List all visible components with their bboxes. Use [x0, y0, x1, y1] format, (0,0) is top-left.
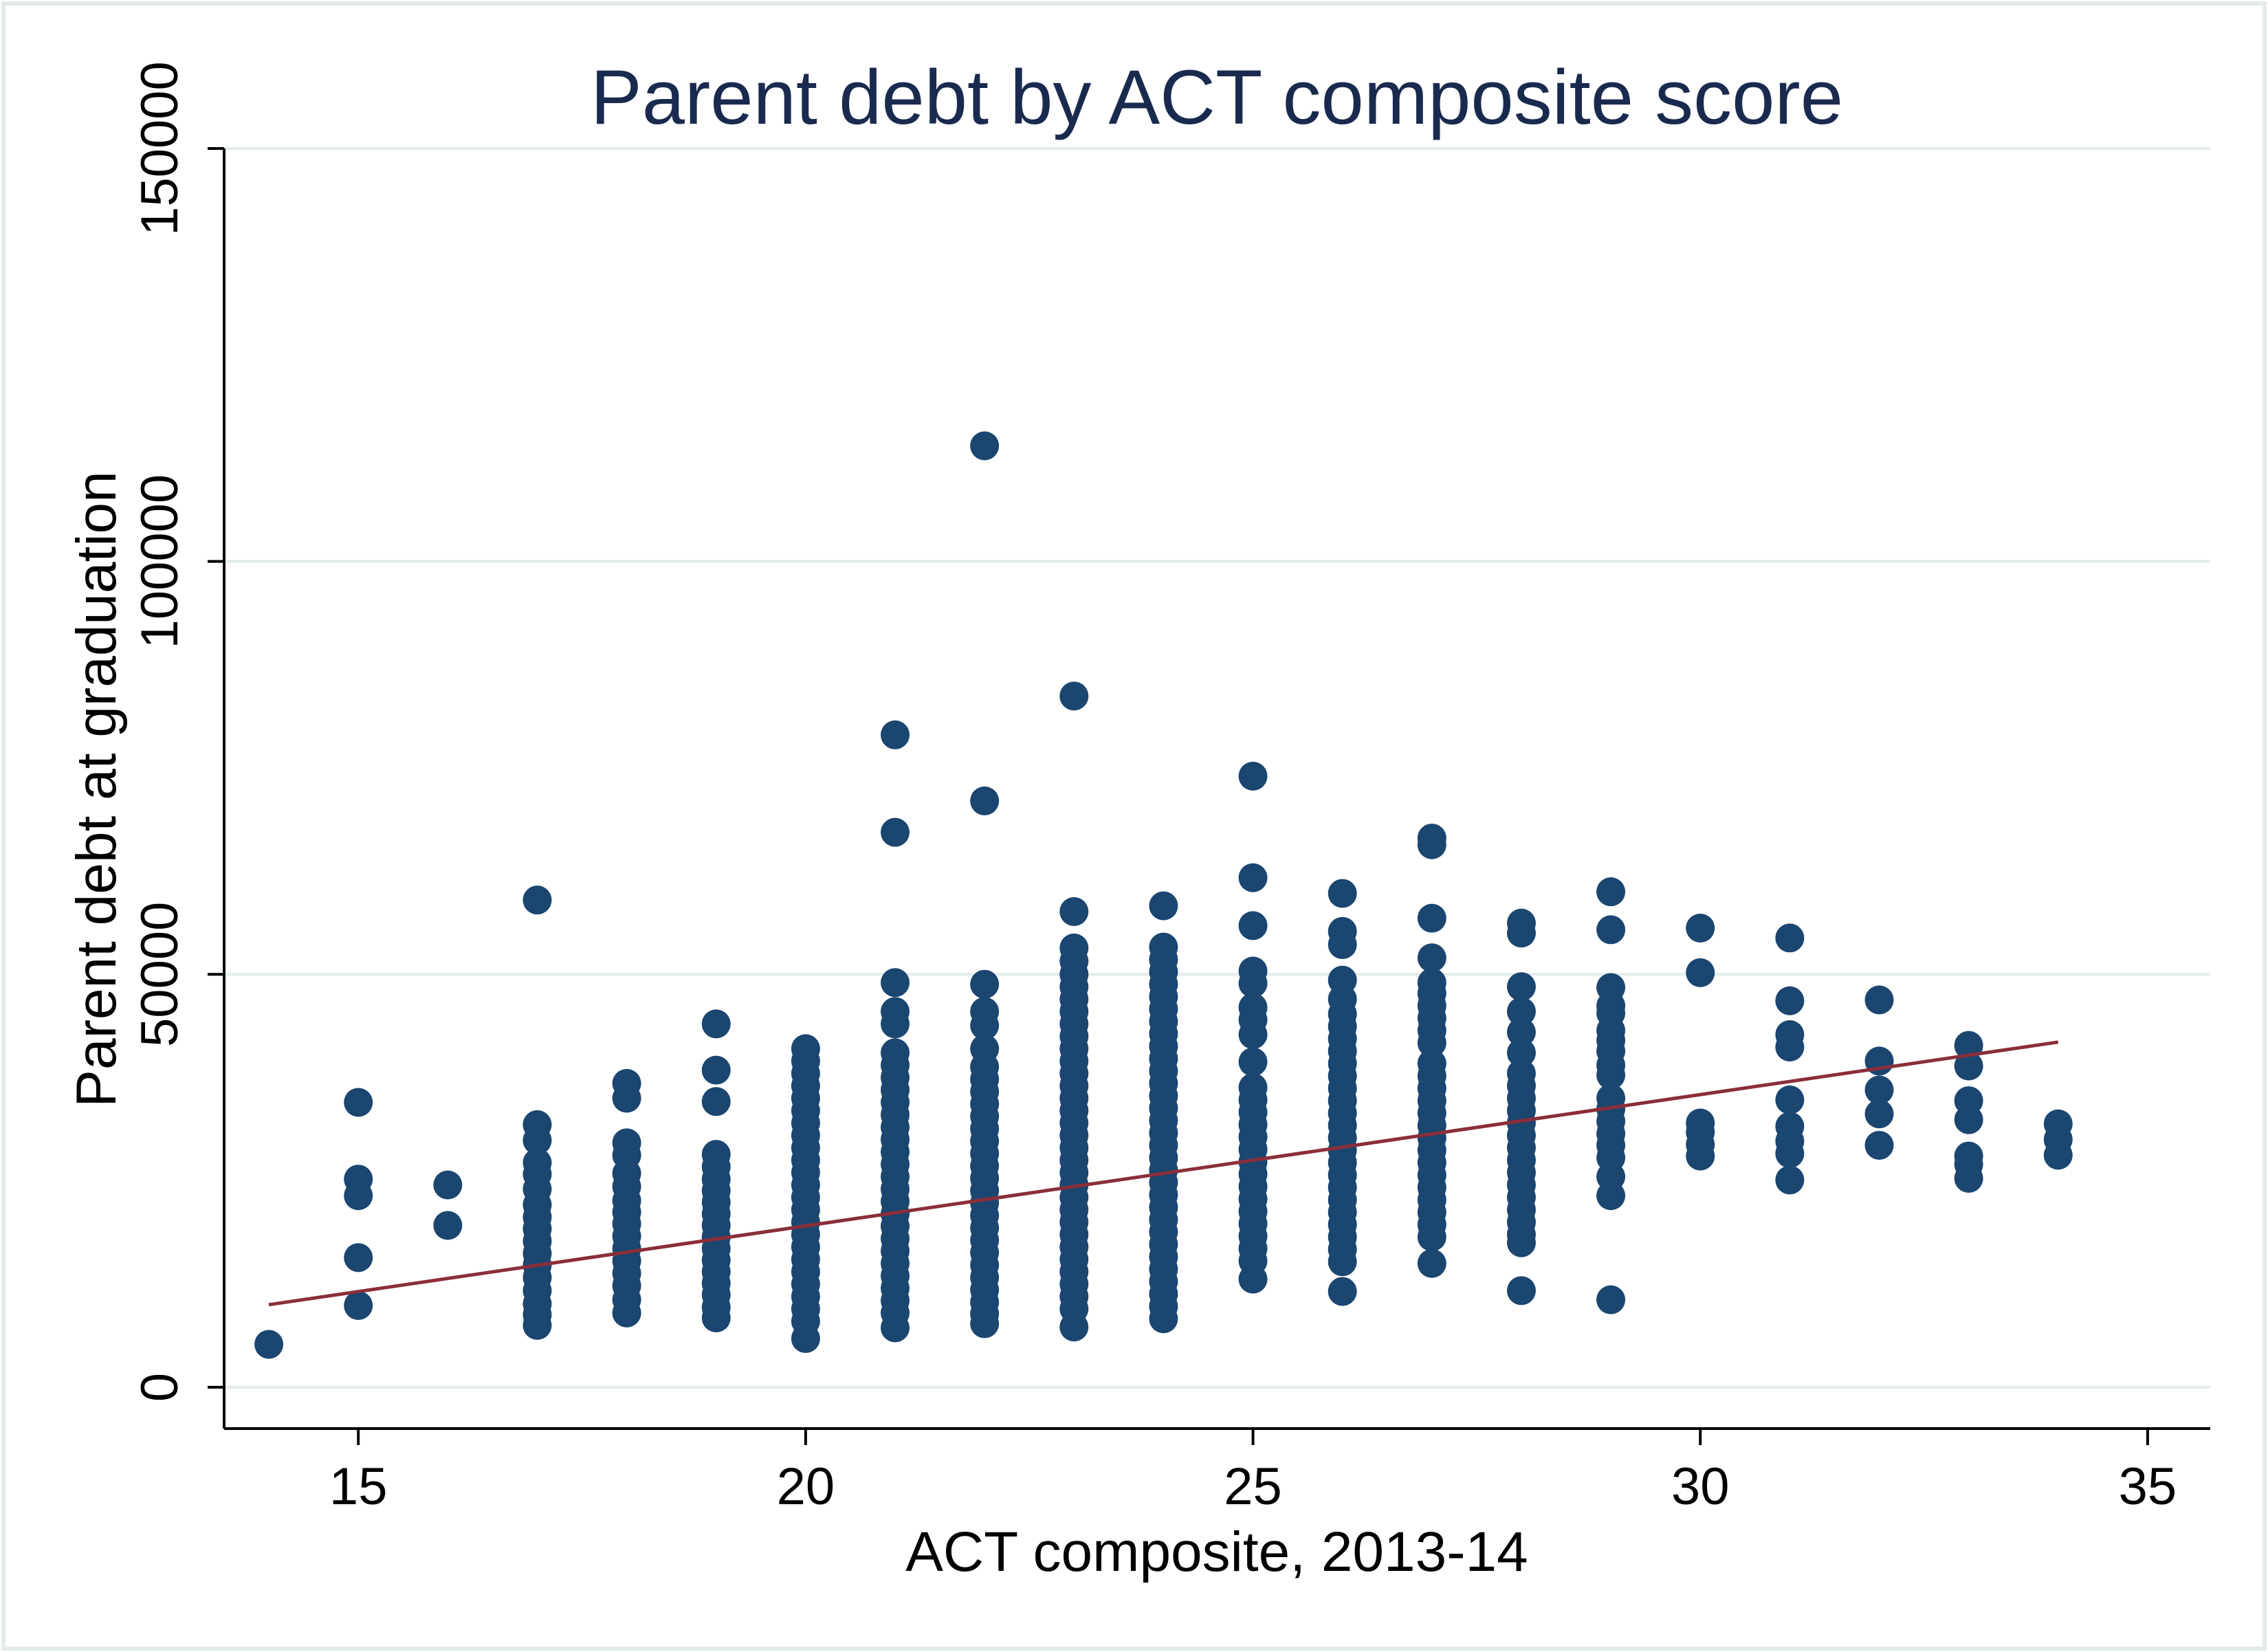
scatter-point	[881, 1313, 910, 1343]
scatter-point	[1328, 1277, 1357, 1306]
y-tick-label: 150000	[131, 61, 189, 236]
scatter-point	[1238, 969, 1268, 998]
scatter-point	[701, 1055, 731, 1085]
scatter-point	[1954, 1164, 1983, 1193]
scatter-point	[1506, 997, 1536, 1026]
x-ticks: 15 20 25 30 35	[329, 1429, 2177, 1516]
scatter-point	[433, 1211, 463, 1240]
scatter-point	[344, 1243, 373, 1273]
scatter-point	[522, 1125, 552, 1155]
scatter-point	[344, 1088, 373, 1117]
scatter-point	[612, 1083, 641, 1113]
scatter-point	[970, 1011, 1000, 1040]
scatter-point	[1506, 1276, 1536, 1306]
y-tick-label: 0	[131, 1373, 189, 1402]
scatter-point	[1864, 1130, 1894, 1160]
scatter-point	[881, 1009, 910, 1039]
scatter-point	[1954, 1051, 1983, 1081]
y-axis-label: Parent debt at graduation	[65, 471, 128, 1107]
y-tick-label: 50000	[131, 902, 189, 1047]
scatter-point	[1686, 1141, 1715, 1171]
scatter-point	[1417, 903, 1446, 933]
x-tick-label: 25	[1224, 1457, 1282, 1516]
scatter-point	[1417, 943, 1446, 973]
scatter-point	[1238, 863, 1268, 892]
scatter-point	[1328, 930, 1357, 960]
scatter-point	[791, 1324, 820, 1354]
scatter-point	[1775, 1165, 1805, 1195]
scatter-point	[881, 817, 910, 847]
chart-title: Parent debt by ACT composite score	[591, 54, 1843, 140]
scatter-point	[1864, 985, 1894, 1015]
scatter-point	[1328, 1247, 1357, 1277]
scatter-point	[970, 1309, 1000, 1339]
scatter-point	[1238, 911, 1268, 940]
gridlines	[224, 147, 2210, 1389]
scatter-point	[1596, 915, 1626, 945]
x-tick-label: 35	[2119, 1457, 2177, 1516]
scatter-point	[1775, 1138, 1805, 1168]
x-tick-label: 15	[329, 1457, 388, 1516]
scatter-points	[254, 431, 2073, 1359]
scatter-point	[1238, 761, 1268, 791]
x-tick-label: 30	[1671, 1457, 1730, 1516]
scatter-point	[1506, 1038, 1536, 1068]
x-tick-label: 20	[777, 1457, 835, 1516]
scatter-point	[1954, 1105, 1983, 1134]
scatter-point	[612, 1298, 641, 1328]
scatter-point	[1686, 914, 1715, 943]
scatter-point	[1864, 1099, 1894, 1129]
scatter-point	[344, 1181, 373, 1211]
scatter-point	[1059, 1312, 1089, 1342]
scatter-point	[1506, 1017, 1536, 1047]
scatter-point	[1506, 972, 1536, 1002]
scatter-point	[1775, 1033, 1805, 1062]
y-tick-label: 100000	[131, 474, 189, 649]
scatter-point	[701, 1009, 731, 1039]
scatter-point	[1596, 1285, 1626, 1314]
scatter-point	[1238, 1047, 1268, 1077]
scatter-point	[522, 885, 552, 915]
scatter-point	[433, 1170, 463, 1200]
scatter-point	[1596, 1181, 1626, 1211]
scatter-point	[522, 1310, 552, 1340]
scatter-point	[701, 1087, 731, 1116]
fit-line-group	[268, 1040, 2059, 1307]
scatter-point	[1775, 1085, 1805, 1114]
scatter-point	[1328, 879, 1357, 908]
scatter-point	[1506, 918, 1536, 948]
y-ticks: 0 50000 100000 150000	[131, 61, 224, 1402]
scatter-point	[970, 431, 1000, 461]
scatter-point	[254, 1330, 284, 1359]
scatter-point	[344, 1291, 373, 1321]
fit-line	[268, 1040, 2059, 1307]
scatter-point	[1149, 1304, 1178, 1334]
scatter-point	[1775, 923, 1805, 953]
scatter-point	[1059, 896, 1089, 926]
scatter-point	[1596, 877, 1626, 907]
scatter-point	[1417, 830, 1446, 859]
scatter-point	[970, 969, 1000, 999]
scatter-point	[881, 720, 910, 749]
scatter-point	[881, 968, 910, 998]
scatter-point	[1686, 958, 1715, 987]
scatter-point	[970, 786, 1000, 816]
scatter-point	[1417, 1028, 1446, 1057]
scatter-point	[1238, 1264, 1268, 1294]
scatter-point	[1417, 1248, 1446, 1278]
x-axis-label: ACT composite, 2013-14	[905, 1521, 1528, 1583]
scatter-point	[1238, 1020, 1268, 1049]
scatter-point	[1506, 1228, 1536, 1257]
scatter-point	[1775, 986, 1805, 1015]
scatter-point	[701, 1303, 731, 1333]
scatter-point	[1149, 891, 1178, 921]
scatter-point	[1596, 1060, 1626, 1090]
scatter-point	[1059, 681, 1089, 711]
scatter-point	[2043, 1141, 2073, 1170]
scatter-point	[1864, 1075, 1894, 1105]
scatter-point	[1417, 1222, 1446, 1252]
